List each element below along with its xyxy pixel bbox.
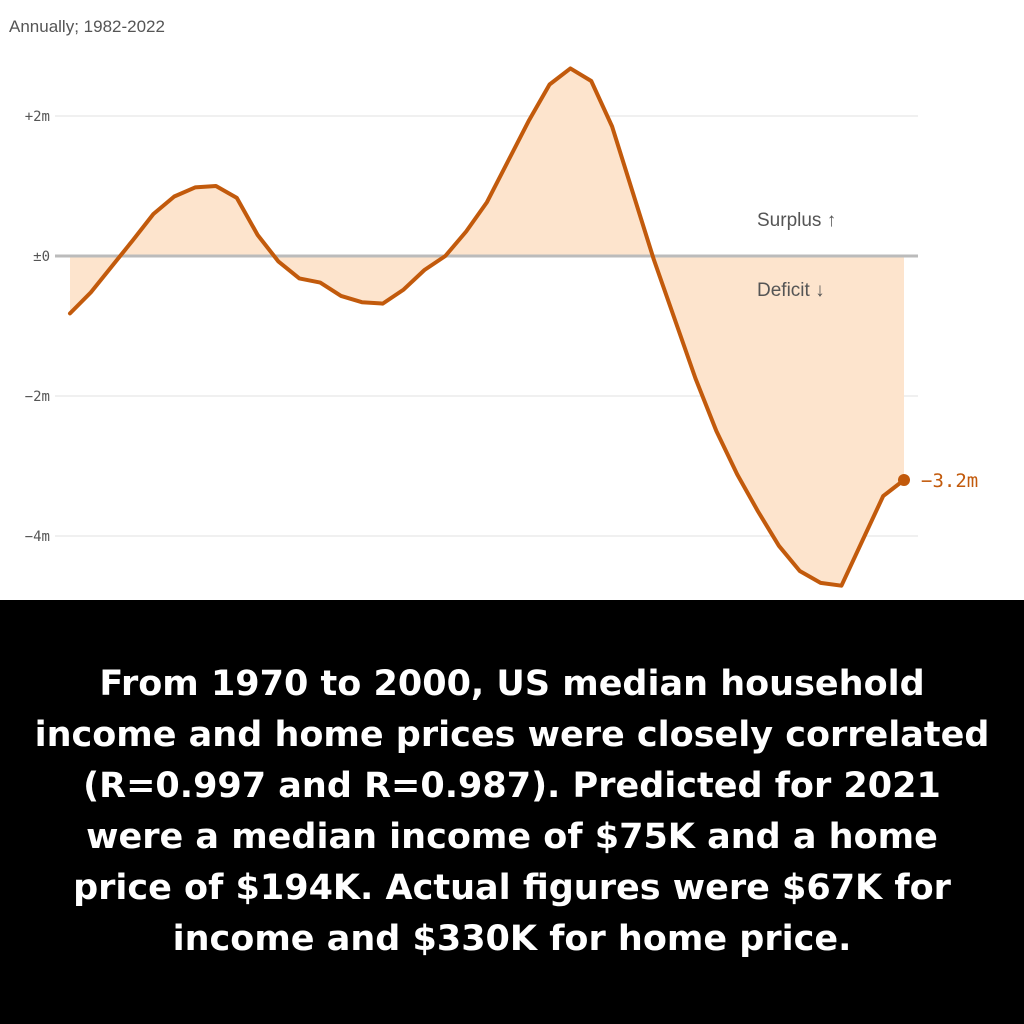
deficit-annotation: Deficit ↓ (757, 280, 825, 301)
chart-area: +2m ±0 −2m −4m Surplus ↑ Deficit ↓ −3.2m Annua… (9, 17, 979, 588)
chart-svg: +2m ±0 −2m −4m Surplus ↑ Deficit ↓ −3.2m (25, 66, 978, 588)
caption-text: From 1970 to 2000, US median household i… (34, 664, 990, 959)
y-tick-label-3: −4m (25, 529, 50, 545)
end-value-label: −3.2m (921, 470, 978, 492)
y-tick-label-2: −2m (25, 389, 50, 405)
series-line (68, 66, 906, 588)
y-tick-label-0: +2m (25, 109, 50, 125)
area-fill (70, 68, 904, 586)
surplus-annotation: Surplus ↑ (757, 210, 836, 231)
y-tick-label-1: ±0 (33, 249, 50, 265)
caption-box: From 1970 to 2000, US median household i… (0, 600, 1024, 1024)
end-point (898, 474, 910, 486)
chart-subtitle: Annually; 1982-2022 (9, 17, 165, 36)
